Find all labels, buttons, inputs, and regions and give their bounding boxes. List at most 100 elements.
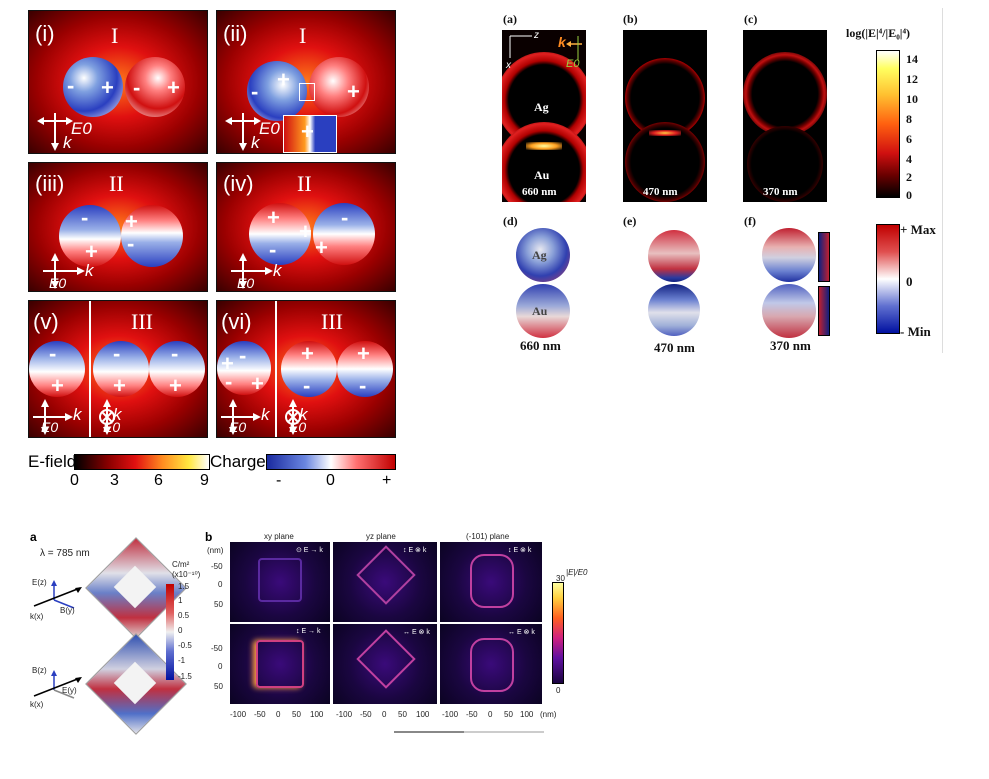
e0-label: E0 [289,419,307,435]
minus-sign: - [67,73,75,98]
e0-label: E0 [237,275,255,291]
plus-sign: + [125,209,138,234]
k-into-page-icon [285,399,301,435]
field-colorbar [552,582,564,684]
scrollbar-track[interactable] [394,731,544,733]
field-map-a: Ag Au 660 nm z x k E0 [502,30,586,202]
mode-label: I [299,23,307,48]
e0-label: E0 [259,119,280,138]
k-label: k [261,405,270,424]
efield-tick: 9 [200,472,209,489]
hotspot [526,142,562,150]
colorbar-tick: 10 [906,92,918,106]
minus-sign: - [225,369,233,394]
field-map-xy-top [230,542,330,622]
k-into-page-icon [99,399,115,435]
field-map-xy-bottom [230,624,330,704]
panel-label: (v) [33,309,59,334]
plus-sign: + [221,351,234,376]
minus-sign: - [251,79,259,104]
plus-sign: + [113,373,126,398]
square-outline [256,640,304,688]
colorbar-tick: 1.5 [178,582,190,591]
efield-colorbar [74,454,210,470]
plus-sign: + [51,373,64,398]
square-outline [258,558,302,602]
panel-label: (d) [503,214,518,228]
polarization-arrows-icon [221,399,261,435]
panel-label: (a) [503,12,517,26]
minus-sign: - [113,341,121,366]
x-tick: 100 [520,710,534,719]
efield-tick: 3 [110,472,119,489]
y-tick: 0 [218,580,223,589]
x-tick: -50 [360,710,372,719]
scrollbar-thumb[interactable] [394,731,464,733]
plus-sign: + [315,235,328,260]
colorbar-tick: -0.5 [178,641,192,650]
hex-outline [470,638,514,692]
charge-colorbar [876,224,900,334]
y-unit-label: (nm) [207,546,224,555]
sphere-3 [337,341,393,397]
panel-label: (b) [623,12,638,26]
plus-sign: + [251,371,264,396]
polarization-label: ↔ E ⊗ k [403,629,430,636]
colorbar-tick: 6 [906,132,912,146]
field-colorbar [876,50,900,198]
plus-sign: + [169,373,182,398]
colorbar-max: + Max [900,222,936,237]
panel-iii: (iii) II - + + - k E0 [28,162,208,292]
colorbar-title: log(|E|⁴/|E₀|⁴) [846,26,911,40]
x-unit-label: (nm) [540,710,557,719]
plus-sign: + [101,75,114,100]
plane-title: yz plane [366,532,396,541]
colorbar-tick: 14 [906,52,918,66]
axis-label: k(x) [30,700,44,709]
minus-sign: - [171,341,179,366]
axes-top-icon [33,580,82,609]
sphere-1 [29,341,85,397]
k-arrow-icon [566,36,582,60]
e0-label: E0 [103,419,121,435]
panel-label: (iii) [35,171,65,196]
hex-outline [470,554,514,608]
wavelength-label: 370 nm [763,186,798,198]
charge-sphere-ag-470 [648,230,700,282]
k-label: k [85,261,94,280]
charge-sphere-ag-370 [762,228,816,282]
sphere-glow [502,122,586,202]
k-label: k [273,261,282,280]
x-tick: -100 [442,710,459,719]
axes-bottom-icon [33,670,82,699]
minus-sign: - [81,205,89,230]
polarization-arrows-icon [231,253,273,289]
wavelength-label: λ = 785 nm [40,548,90,559]
panel-label: (ii) [223,21,248,46]
cross-section-inset [818,286,830,336]
sphere-au-label: Au [534,168,550,182]
sphere-au-label: Au [532,304,548,318]
field-map-b: 470 nm [623,30,707,202]
field-map-yz-bottom [333,624,437,704]
efield-tick: 6 [154,472,163,489]
sphere-left [63,57,123,117]
polarization-label: ↕ E ⊗ k [508,547,532,554]
plus-sign: + [167,75,180,100]
minus-sign: - [303,373,311,398]
charge-colorbar-title: Charge [210,452,266,471]
polarization-arrows-icon [43,253,85,289]
colorbar-tick: 1 [178,596,183,605]
plus-sign: + [347,79,360,104]
colorbar-min: - Min [900,324,931,339]
panel-label: (i) [35,21,55,46]
sphere-3 [149,341,205,397]
plane-title: xy plane [264,532,294,541]
plus-sign: + [299,219,312,244]
mode-label: I [111,23,119,48]
x-tick: 50 [398,710,407,719]
sphere-ag-label: Ag [534,100,549,114]
efield-colorbar-title: E-field [28,452,77,471]
colorbar-tick: 30 [556,574,565,583]
k-label: k [113,405,122,424]
